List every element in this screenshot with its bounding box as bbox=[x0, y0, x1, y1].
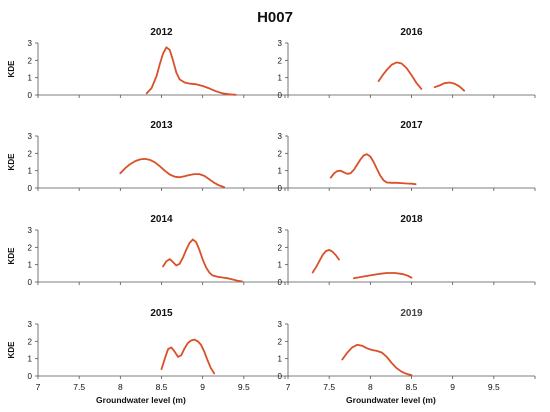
y-tick-label: 1 bbox=[278, 355, 283, 364]
y-tick-label: 2 bbox=[278, 243, 283, 252]
y-tick-label: 2 bbox=[28, 243, 33, 252]
panel-title: 2018 bbox=[400, 214, 423, 225]
y-tick-label: 2 bbox=[278, 56, 283, 65]
y-tick-label: 2 bbox=[28, 56, 33, 65]
y-axis-label: KDE bbox=[7, 341, 16, 359]
x-tick-label: 8.5 bbox=[406, 382, 418, 392]
y-tick-label: 3 bbox=[28, 226, 33, 235]
x-tick-label: 8 bbox=[118, 382, 123, 392]
y-tick-label: 1 bbox=[28, 261, 33, 270]
y-tick-label: 1 bbox=[278, 261, 283, 270]
y-axis-label: KDE bbox=[7, 247, 16, 265]
kde-curve bbox=[145, 46, 237, 96]
y-tick-label: 1 bbox=[28, 167, 33, 176]
kde-curve bbox=[162, 238, 244, 283]
x-tick-label: 9 bbox=[450, 382, 455, 392]
y-tick-label: 0 bbox=[28, 184, 33, 193]
y-axis-label: KDE bbox=[7, 153, 16, 171]
y-tick-label: 0 bbox=[28, 91, 33, 100]
kde-curve bbox=[329, 153, 417, 186]
panel-title: 2015 bbox=[150, 308, 173, 319]
kde-curve bbox=[119, 157, 226, 189]
y-tick-label: 1 bbox=[278, 74, 283, 83]
y-tick-label: 3 bbox=[28, 132, 33, 141]
y-tick-label: 1 bbox=[28, 355, 33, 364]
y-tick-label: 1 bbox=[28, 74, 33, 83]
kde-curve bbox=[311, 248, 340, 274]
y-tick-label: 2 bbox=[28, 337, 33, 346]
y-tick-label: 3 bbox=[28, 39, 33, 48]
panel-title: 2012 bbox=[150, 27, 173, 38]
x-tick-label: 9.5 bbox=[238, 382, 250, 392]
x-tick-label: 8.5 bbox=[156, 382, 168, 392]
kde-curve bbox=[341, 343, 413, 377]
y-tick-label: 3 bbox=[28, 320, 33, 329]
y-axis-label: KDE bbox=[7, 60, 16, 78]
y-tick-label: 0 bbox=[278, 372, 283, 381]
panel-title: 2017 bbox=[400, 120, 423, 131]
y-tick-label: 0 bbox=[278, 184, 283, 193]
x-tick-label: 8 bbox=[368, 382, 373, 392]
panel-title: 2019 bbox=[400, 308, 423, 319]
panel-title: 2013 bbox=[150, 120, 173, 131]
y-tick-label: 3 bbox=[278, 320, 283, 329]
y-tick-label: 0 bbox=[278, 91, 283, 100]
kde-curve bbox=[160, 338, 216, 375]
y-tick-label: 3 bbox=[278, 132, 283, 141]
x-tick-label: 7 bbox=[36, 382, 41, 392]
x-axis-label: Groundwater level (m) bbox=[346, 395, 436, 405]
x-axis-label: Groundwater level (m) bbox=[96, 395, 186, 405]
y-tick-label: 0 bbox=[28, 372, 33, 381]
kde-curve bbox=[377, 61, 423, 90]
y-tick-label: 2 bbox=[278, 149, 283, 158]
y-tick-label: 1 bbox=[278, 167, 283, 176]
y-tick-label: 3 bbox=[278, 226, 283, 235]
kde-curve bbox=[433, 81, 466, 92]
y-tick-label: 0 bbox=[28, 278, 33, 287]
x-tick-label: 7.5 bbox=[73, 382, 85, 392]
y-tick-label: 3 bbox=[278, 39, 283, 48]
x-tick-label: 9.5 bbox=[488, 382, 500, 392]
panel-title: 2016 bbox=[400, 27, 423, 38]
y-tick-label: 2 bbox=[28, 149, 33, 158]
figure-title: H007 bbox=[257, 9, 293, 26]
x-tick-label: 7.5 bbox=[323, 382, 335, 392]
x-tick-label: 7 bbox=[286, 382, 291, 392]
y-tick-label: 2 bbox=[278, 337, 283, 346]
panel-title: 2014 bbox=[150, 214, 173, 225]
y-tick-label: 0 bbox=[278, 278, 283, 287]
kde-curve bbox=[352, 272, 413, 280]
x-tick-label: 9 bbox=[200, 382, 205, 392]
